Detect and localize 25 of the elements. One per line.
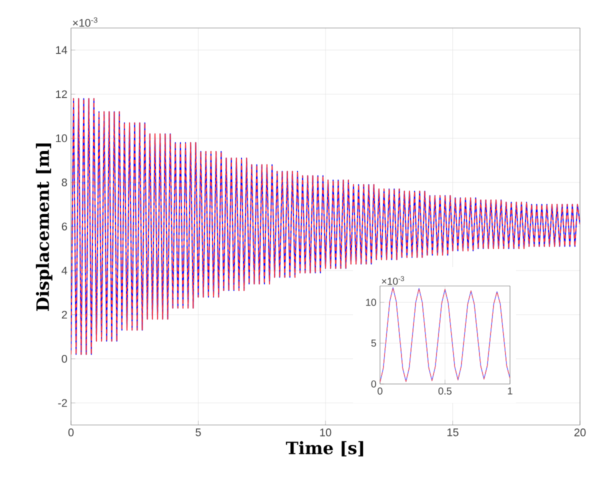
y-tick-label: -2 [58, 399, 67, 407]
y-tick-label: 10 [56, 134, 68, 142]
y-tick-label: 5 [371, 340, 376, 347]
y-tick-label: 4 [62, 266, 68, 274]
text: ×10$^{-3}$ [72, 17, 98, 27]
x-tick-label: 20 [574, 428, 586, 436]
y-tick-label: 14 [56, 46, 68, 54]
x-tick-label: 1 [508, 388, 512, 394]
y-tick-label: 12 [56, 90, 67, 98]
y-tick-label: 0 [371, 380, 376, 388]
x-tick-label: 10 [320, 428, 332, 436]
x-axis-title: Time [s] [286, 441, 364, 456]
y-tick-label: 0 [62, 354, 68, 363]
y-tick-label: 6 [62, 222, 67, 230]
y-tick-label: 8 [62, 178, 67, 186]
annotation: ×10$^{-3}$ [382, 276, 404, 285]
x-tick-label: 0 [68, 428, 74, 436]
x-tick-label: 15 [447, 428, 458, 436]
y-tick-label: 10 [366, 298, 376, 306]
y-axis-title: Displacement [m] [36, 143, 52, 311]
x-tick-label: 0.5 [438, 388, 452, 395]
y-tick-label: 2 [62, 310, 67, 319]
x-tick-label: 5 [196, 428, 201, 436]
x-tick-label: 0 [378, 388, 382, 395]
line-series [71, 98, 580, 355]
